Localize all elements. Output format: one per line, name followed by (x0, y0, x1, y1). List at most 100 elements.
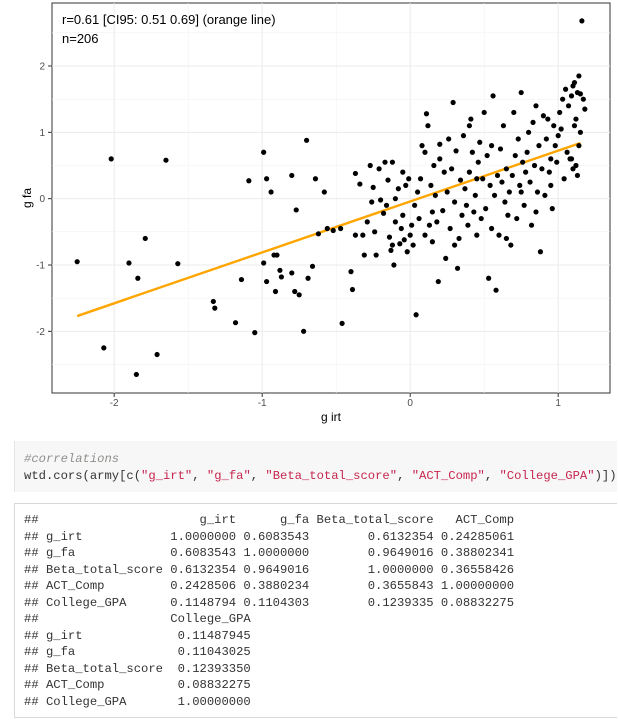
data-point (238, 276, 245, 283)
data-point (389, 159, 396, 165)
data-point (524, 149, 530, 155)
data-point (562, 86, 569, 92)
data-point (135, 275, 141, 281)
data-point (232, 320, 239, 326)
data-point (133, 371, 139, 378)
y-tick-label: -2 (36, 327, 45, 338)
data-point (301, 328, 307, 334)
data-point (580, 96, 586, 102)
data-point (330, 227, 336, 234)
data-point (514, 215, 520, 222)
data-point (382, 159, 388, 165)
plot-background (51, 2, 611, 394)
data-point (528, 222, 535, 228)
data-point (576, 73, 582, 79)
data-point (376, 166, 382, 172)
data-point (496, 232, 502, 238)
x-tick-label: -2 (110, 398, 119, 409)
data-point (481, 109, 487, 116)
data-point (582, 106, 588, 112)
data-point (488, 143, 495, 149)
data-point (324, 225, 330, 232)
data-point (474, 232, 480, 238)
data-point (537, 249, 544, 255)
data-point (549, 206, 555, 212)
data-point (568, 156, 575, 162)
data-point (548, 182, 554, 188)
output-chunk: ## g_irt g_fa Beta_total_score ACT_Comp #… (14, 503, 617, 718)
data-point (435, 278, 441, 285)
data-point (357, 181, 363, 187)
data-point (477, 139, 483, 145)
data-point (564, 149, 570, 155)
output-line: ## g_irt 0.11487945 (24, 628, 251, 643)
data-point (459, 212, 465, 218)
data-point (434, 219, 440, 225)
data-point (543, 136, 549, 142)
data-point (530, 119, 536, 125)
data-point (533, 209, 539, 215)
data-point (352, 170, 359, 177)
data-point (407, 232, 413, 238)
data-point (392, 196, 398, 202)
data-point (293, 207, 299, 213)
data-point (499, 179, 505, 185)
data-point (264, 176, 270, 182)
data-point (419, 143, 425, 149)
data-point (416, 215, 422, 222)
data-point (456, 235, 462, 242)
data-point (348, 269, 354, 275)
data-point (478, 215, 484, 222)
data-point (506, 189, 512, 195)
data-point (417, 176, 424, 182)
data-point (465, 222, 471, 228)
axes: -2 -1 0 1 -2 -1 0 1 2 (36, 62, 561, 409)
data-point (422, 232, 428, 238)
data-point (527, 179, 533, 185)
data-point (410, 242, 416, 248)
output-line: ## g_irt g_fa Beta_total_score ACT_Comp (24, 513, 515, 527)
code-text: , (484, 469, 500, 483)
data-point (352, 232, 359, 238)
data-point (315, 231, 322, 237)
data-point (403, 182, 409, 188)
data-point (425, 123, 431, 129)
data-point (505, 212, 511, 218)
data-point (404, 249, 410, 255)
code-line: wtd.cors(army[c("g_irt", "g_fa", "Beta_t… (24, 469, 617, 483)
data-point (525, 129, 532, 135)
data-point (451, 242, 458, 248)
data-point (551, 123, 557, 129)
data-point (361, 252, 367, 258)
data-point (486, 275, 492, 281)
data-point (278, 274, 285, 280)
data-point (518, 189, 524, 195)
data-point (545, 116, 551, 122)
data-point (373, 252, 379, 258)
data-point (512, 152, 518, 159)
data-point (515, 136, 521, 142)
code-string: "Beta_total_score" (265, 469, 398, 483)
y-tick-label: 2 (39, 62, 45, 73)
x-tick-label: 1 (555, 398, 561, 409)
data-point (303, 137, 310, 143)
data-point (454, 265, 461, 271)
data-point (518, 89, 524, 96)
data-point (540, 113, 546, 119)
y-tick-label: 1 (39, 128, 45, 139)
data-point (369, 199, 375, 205)
data-point (367, 162, 373, 169)
output-line: ## g_fa 0.6083543 1.0000000 0.9649016 0.… (24, 546, 515, 560)
output-line: ## Beta_total_score 0.6132354 0.9649016 … (24, 562, 515, 577)
output-line: ## ACT_Comp 0.08832275 (24, 678, 251, 692)
data-point (558, 126, 564, 132)
code-chunk: #correlations wtd.cors(army[c("g_irt", "… (14, 441, 617, 492)
data-point (422, 149, 428, 155)
code-string: "g_irt" (141, 469, 193, 483)
data-point (274, 252, 280, 258)
data-point (289, 270, 295, 276)
code-text: , (192, 469, 207, 483)
data-point (520, 159, 526, 165)
data-point (426, 222, 433, 228)
annotation-line-2: n=206 (62, 31, 99, 46)
